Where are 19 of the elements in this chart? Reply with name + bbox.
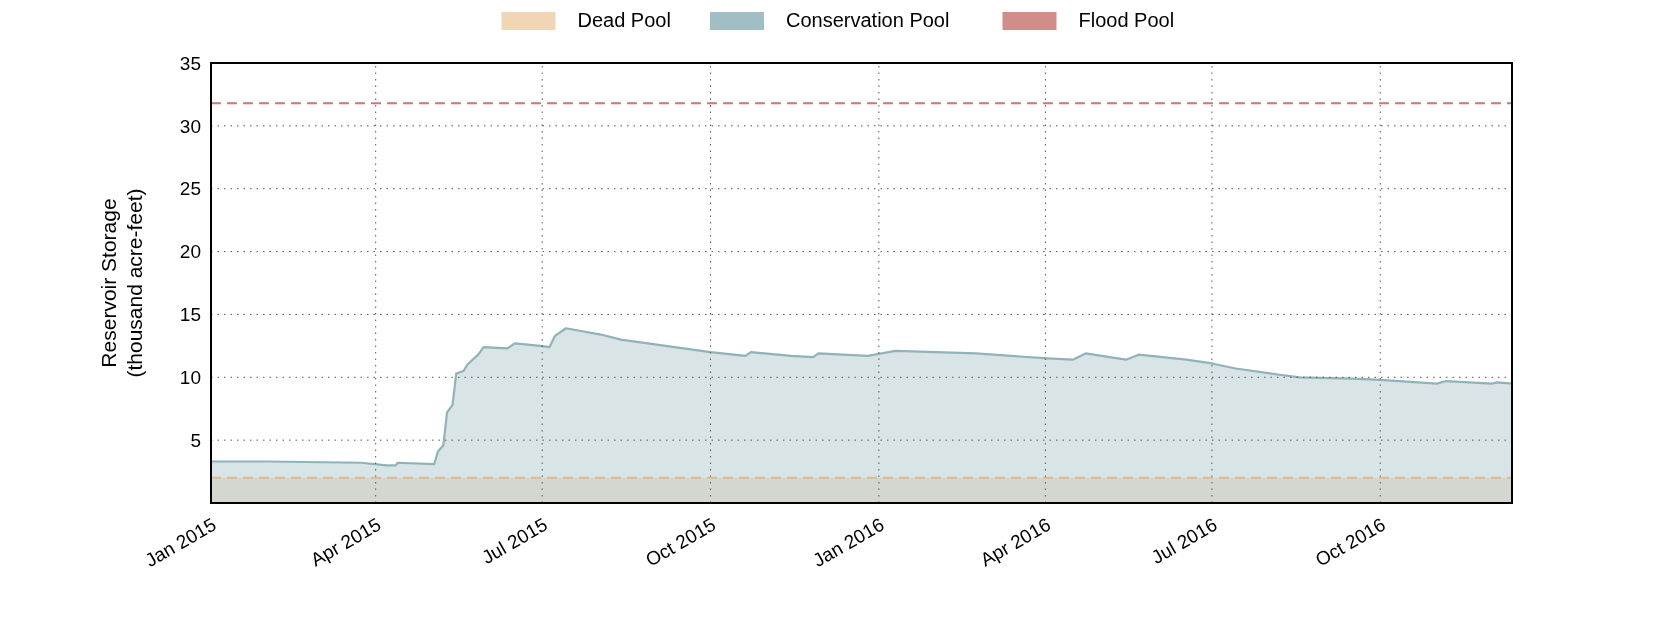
- x-tick-label: Jan 2015: [141, 513, 220, 572]
- legend-label: Conservation Pool: [786, 9, 950, 31]
- x-tick-label: Oct 2015: [641, 513, 720, 571]
- y-tick-label: 15: [179, 304, 201, 326]
- legend-label: Dead Pool: [577, 9, 671, 31]
- x-tick-label: Apr 2016: [976, 513, 1055, 571]
- y-tick-label: 20: [179, 241, 201, 263]
- y-tick-label: 25: [179, 178, 201, 200]
- y-axis-title: Reservoir Storage (thousand acre-feet): [97, 188, 146, 378]
- x-tick-label: Apr 2015: [307, 513, 385, 571]
- x-tick-label: Jul 2015: [478, 513, 551, 568]
- y-tick-label: 35: [179, 52, 201, 74]
- legend-label: Flood Pool: [1078, 9, 1175, 31]
- x-tick-label: Jan 2016: [809, 513, 888, 572]
- x-tick-label: Oct 2016: [1311, 513, 1389, 571]
- y-tick-label: 10: [179, 366, 201, 388]
- y-tick-label: 30: [179, 115, 201, 137]
- y-tick-label: 5: [190, 429, 201, 451]
- x-tick-label: Jul 2016: [1147, 513, 1221, 568]
